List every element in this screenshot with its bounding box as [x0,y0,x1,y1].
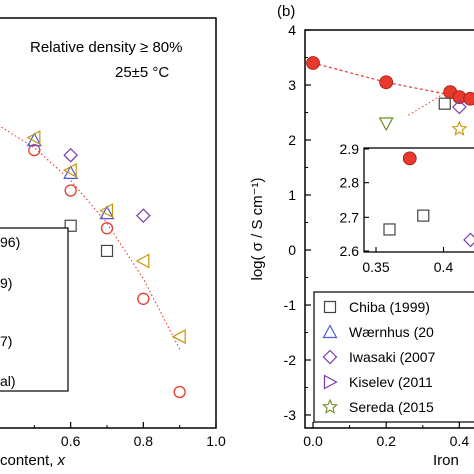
x-tick-label: 0.2 [376,433,396,449]
left-legend-fragment-4: al) [0,373,16,389]
inset-y-tick-label: 2.6 [340,243,360,259]
panel-label-b: (b) [277,3,295,20]
data-point [64,184,77,197]
data-point [100,244,114,258]
y-tick-label: -3 [284,407,297,423]
right-legend: Chiba (1999) Wærnhus (20 Iwasaki (2007 Kise… [321,299,436,415]
annotation-density: Relative density ≥ 80% [30,39,182,56]
data-point [64,219,77,232]
left-legend-fragment-2: 9) [0,275,12,291]
legend-marker [322,349,338,365]
data-point [28,144,41,157]
x-tick-label: 0.6 [61,433,81,449]
data-point [463,91,474,106]
right-secondary-fit [407,92,446,116]
data-point [62,162,77,178]
right-fit-line [312,62,471,116]
legend-label: Iwasaki (2007 [349,349,436,365]
x-tick-label: 0.8 [134,433,154,449]
data-point [99,203,114,219]
y-tick-label: 2 [288,132,296,148]
left-legend-fragment-3: 7) [0,333,12,349]
inset-data-point [417,209,430,222]
data-point [306,56,320,70]
legend-label: Kiselev (2011 [349,374,433,390]
legend-marker [323,374,338,390]
annotation-temperature: 25±5 °C [115,64,169,81]
y-tick-label: 3 [288,77,296,93]
right-markers [306,56,474,136]
right-plot-frame [304,29,474,429]
right-x-axis-label: Iron [433,452,459,469]
right-y-axis-label: log( σ / S cm⁻¹) [249,177,266,280]
left-x-ticks: 0.6 0.8 1.0 [33,422,226,449]
legend-marker [322,324,338,339]
left-x-axis-label-text: content, [0,452,58,469]
right-legend-box [313,291,474,423]
data-point [135,253,150,269]
inset-data-point [463,232,474,248]
legend-label: Sereda (2015 [349,399,434,415]
data-point [438,97,451,110]
legend-label: Chiba (1999) [349,299,430,315]
y-tick-label: 0 [288,242,296,258]
inset-x-tick-label: 0.35 [362,259,389,275]
inset-plot: 2.9 2.8 2.7 2.60.35 0.4 [340,141,474,275]
right-x-ticks: 0.0 0.2 0.4 [303,422,469,449]
left-panel: Relative density ≥ 80% 25±5 °C 96) 9) 7)… [0,17,226,469]
data-point [451,120,468,136]
inset-data-point [402,151,417,166]
y-tick-label: 4 [288,22,296,38]
left-x-axis-label: content, x [0,452,66,469]
right-fit-curve [312,62,471,100]
right-panel: (b) 4 3 2 1 0 -1 -2 -3 2.9 2.8 2.7 2.60.35 0.4 Chib… [249,3,474,469]
right-y-ticks: 4 3 2 1 0 -1 -2 -3 [284,22,311,423]
data-point [171,329,186,345]
inset-markers [383,151,474,248]
inset-x-tick-label: 0.4 [434,259,454,275]
inset-ticks: 2.9 2.8 2.7 2.60.35 0.4 [340,141,454,275]
data-point [137,292,150,305]
x-tick-label: 1.0 [206,433,226,449]
inset-y-tick-label: 2.9 [340,141,360,157]
legend-marker [323,300,337,314]
data-point [378,117,394,132]
data-point [100,222,114,235]
x-tick-label: 0.4 [450,433,470,449]
legend-label: Wærnhus (20 [349,324,434,340]
left-legend-fragment-1: 96) [0,234,20,250]
inset-y-tick-label: 2.7 [340,209,360,225]
inset-data-point [383,223,396,236]
data-point [63,147,79,163]
left-x-axis-label-italic: x [57,452,66,469]
data-point [135,208,151,224]
data-point [26,130,41,146]
inset-frame [363,147,474,253]
y-tick-label: 1 [288,187,296,203]
legend-marker [321,398,339,414]
x-tick-label: 0.0 [303,433,323,449]
data-point [379,75,394,90]
left-legend-box [0,227,69,392]
inset-y-tick-label: 2.8 [340,175,360,191]
left-markers [26,130,186,399]
data-point [173,385,186,399]
y-tick-label: -1 [284,297,297,313]
y-tick-label: -2 [284,352,297,368]
data-point [452,99,467,115]
